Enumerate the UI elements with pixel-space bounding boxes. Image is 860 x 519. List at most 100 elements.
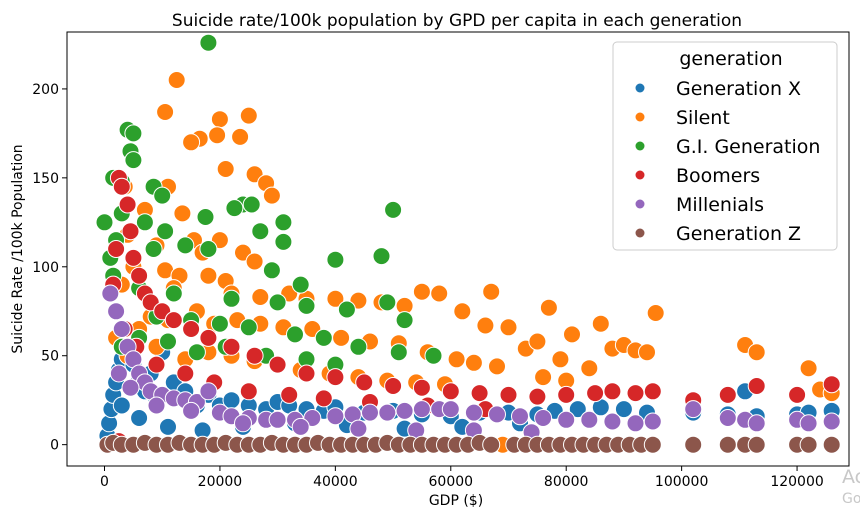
point-boomers-5	[124, 248, 143, 267]
x-tick-label: 20000	[198, 474, 243, 490]
point-boomers-18	[326, 368, 345, 387]
point-millenials-32	[557, 410, 576, 429]
point-g-i-generation-52	[187, 343, 206, 362]
point-generation-x-35	[568, 400, 587, 419]
point-boomers-43	[280, 385, 299, 404]
y-tick-label: 100	[32, 260, 59, 276]
point-boomers-21	[412, 378, 431, 397]
point-boomers-33	[747, 377, 766, 395]
point-silent-58	[799, 359, 818, 378]
point-silent-40	[453, 302, 472, 321]
point-boomers-14	[222, 337, 241, 356]
legend-marker-millenials	[635, 199, 645, 209]
legend-marker-boomers	[635, 170, 645, 180]
point-g-i-generation-10	[242, 195, 261, 214]
point-silent-31	[251, 288, 270, 306]
point-silent-75	[447, 350, 466, 369]
point-g-i-generation-45	[314, 328, 333, 347]
point-boomers-28	[603, 382, 622, 401]
point-silent-43	[499, 318, 518, 337]
point-silent-7	[182, 133, 201, 152]
point-millenials-47	[182, 401, 201, 420]
point-millenials-50	[349, 419, 368, 438]
scatter-points	[95, 33, 841, 454]
point-silent-26	[199, 266, 218, 285]
point-millenials-34	[603, 412, 622, 431]
point-boomers-20	[384, 377, 403, 395]
point-millenials-28	[464, 403, 483, 422]
point-boomers-4	[107, 240, 126, 258]
point-boomers-44	[314, 389, 333, 408]
point-boomers-12	[182, 320, 201, 338]
point-millenials-17	[268, 410, 287, 429]
legend-marker-g-i-generation	[635, 141, 645, 151]
point-boomers-25	[528, 387, 547, 406]
point-silent-15	[173, 204, 192, 223]
point-g-i-generation-21	[144, 240, 163, 258]
y-axis-ticks: 0 50 100 150 200	[32, 82, 67, 454]
y-axis-label: Suicide Rate /100k Population	[10, 144, 26, 353]
point-millenials-45	[121, 378, 140, 397]
point-boomers-23	[470, 384, 489, 403]
point-boomers-29	[626, 384, 645, 403]
x-axis-ticks: 0 20000 40000 60000 80000 100000 120000	[100, 466, 824, 490]
point-g-i-generation-35	[297, 296, 316, 315]
point-silent-1	[156, 103, 175, 121]
point-millenials-48	[234, 414, 252, 433]
point-millenials-37	[684, 400, 703, 419]
legend-marker-generation-x	[635, 83, 645, 93]
point-g-i-generation-37	[378, 293, 397, 312]
point-g-i-generation-15	[95, 213, 114, 232]
legend-marker-silent	[635, 112, 645, 122]
point-boomers-35	[822, 375, 841, 394]
point-g-i-generation-47	[389, 343, 408, 362]
point-silent-42	[476, 316, 495, 335]
point-millenials-46	[147, 396, 166, 415]
point-silent-47	[551, 350, 570, 369]
point-boomers-42	[239, 382, 258, 401]
point-millenials-23	[378, 403, 397, 422]
point-silent-34	[326, 289, 345, 308]
point-g-i-generation-43	[239, 318, 258, 337]
x-tick-label: 0	[100, 474, 109, 490]
activation-watermark-title: Activate Windows	[842, 466, 860, 488]
point-g-i-generation-34	[268, 293, 287, 312]
point-generation-x-46	[112, 396, 131, 415]
point-g-i-generation-25	[326, 250, 345, 269]
point-silent-41	[482, 282, 501, 301]
point-boomers-19	[355, 373, 374, 392]
x-axis-label: GDP ($)	[429, 493, 483, 509]
point-millenials-33	[580, 410, 599, 429]
point-millenials-0	[101, 284, 120, 303]
point-silent-39	[430, 284, 449, 303]
y-tick-label: 50	[41, 349, 59, 365]
point-g-i-generation-23	[199, 240, 218, 258]
point-boomers-40	[176, 364, 195, 383]
point-generation-z-51	[747, 435, 766, 454]
point-boomers-15	[245, 346, 264, 365]
point-boomers-22	[441, 382, 460, 401]
point-g-i-generation-16	[274, 213, 293, 232]
point-g-i-generation-29	[291, 275, 310, 294]
point-boomers-1	[112, 177, 131, 196]
point-silent-46	[528, 332, 547, 351]
legend-box	[612, 41, 838, 251]
point-silent-44	[539, 298, 558, 317]
point-silent-55	[646, 304, 665, 322]
point-millenials-36	[643, 412, 662, 431]
legend-label-generation-z: Generation Z	[676, 223, 801, 245]
point-millenials-22	[361, 403, 379, 422]
point-g-i-generation-44	[286, 325, 304, 344]
point-boomers-17	[297, 364, 316, 383]
point-silent-0	[167, 71, 186, 89]
point-g-i-generation-48	[424, 346, 443, 365]
x-tick-label: 120000	[770, 474, 823, 490]
point-millenials-20	[326, 407, 345, 426]
point-silent-78	[534, 368, 553, 387]
point-boomers-32	[718, 385, 737, 404]
point-g-i-generation-22	[176, 236, 195, 255]
point-g-i-generation-20	[274, 232, 293, 251]
legend-label-millenials: Millenials	[676, 194, 764, 216]
point-millenials-27	[441, 400, 460, 419]
point-g-i-generation-42	[210, 314, 229, 333]
